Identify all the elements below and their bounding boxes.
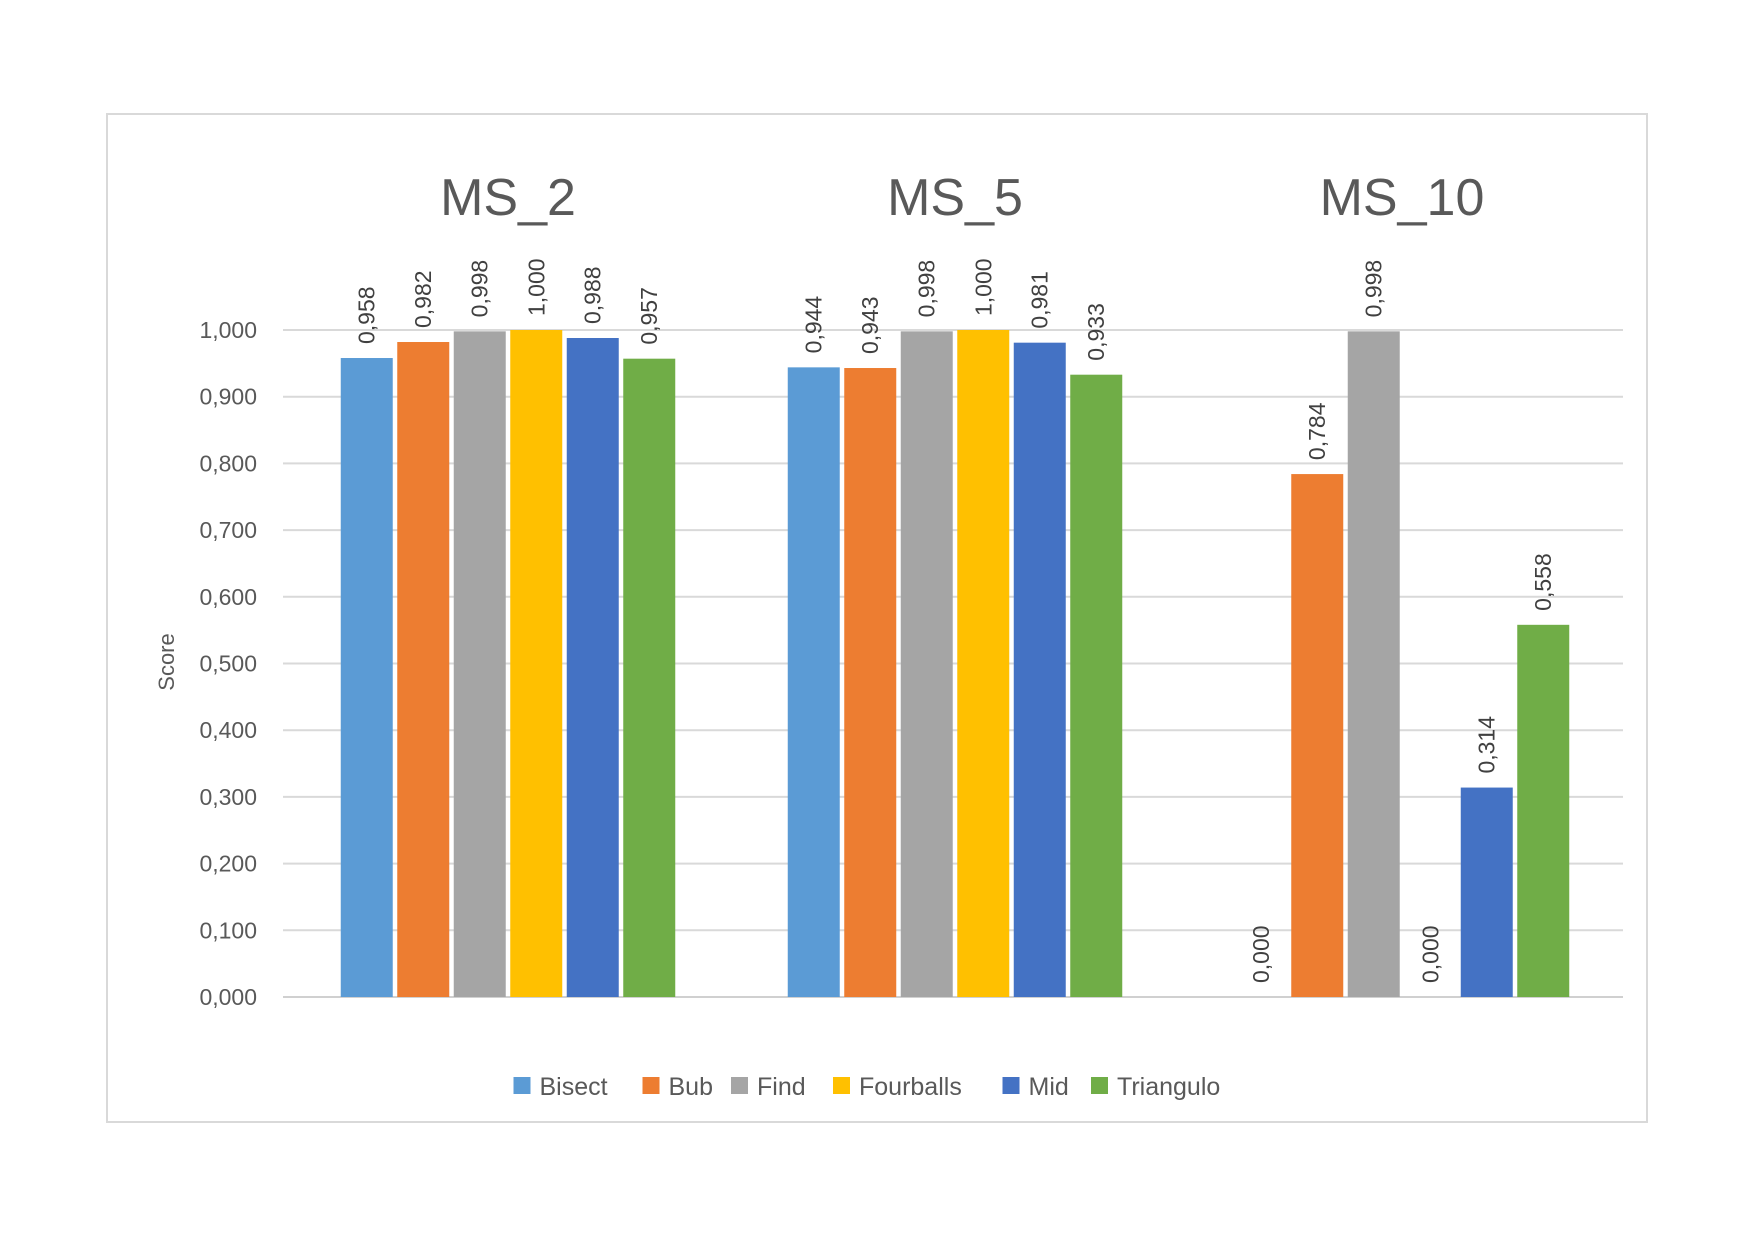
y-tick-label: 0,000 [199, 984, 257, 1010]
data-label: 0,558 [1530, 553, 1556, 611]
legend-item: Bisect [513, 1073, 608, 1101]
bars [340, 330, 1570, 998]
bar [397, 342, 450, 998]
y-tick-label: 0,700 [199, 517, 257, 543]
legend-item: Triangulo [1091, 1073, 1220, 1101]
bar [453, 331, 506, 998]
bar [1013, 342, 1066, 998]
legend-label: Bisect [540, 1073, 608, 1101]
legend-item: Fourballs [833, 1073, 962, 1101]
y-axis-title: Score [154, 633, 179, 690]
bar [957, 330, 1010, 997]
group-title: MS_10 [1320, 169, 1485, 227]
data-label: 0,933 [1083, 303, 1109, 361]
y-tick-label: 1,000 [199, 317, 257, 343]
data-label: 0,784 [1304, 402, 1330, 460]
bar [1070, 374, 1123, 998]
data-label: 0,998 [1361, 260, 1387, 318]
data-label: 1,000 [970, 258, 996, 316]
data-label: 0,000 [1417, 925, 1443, 983]
legend-swatch [513, 1077, 531, 1094]
data-label: 0,957 [636, 287, 662, 345]
data-label: 0,982 [410, 270, 436, 328]
bar [787, 367, 840, 997]
bar [1460, 787, 1513, 997]
legend-label: Mid [1029, 1073, 1069, 1101]
data-label: 0,958 [354, 286, 380, 344]
y-tick-label: 0,900 [199, 384, 257, 410]
legend-swatch [1002, 1077, 1020, 1094]
legend-item: Bub [642, 1073, 713, 1101]
legend-swatch [833, 1077, 850, 1094]
legend-label: Triangulo [1117, 1073, 1220, 1101]
data-labels: 0,958 0,982 0,998 1,000 0,988 0,957 0,944 0,943… [354, 258, 1557, 983]
data-label: 0,998 [467, 260, 493, 318]
y-tick-label: 0,400 [199, 717, 257, 743]
data-label: 0,943 [857, 296, 883, 354]
legend-swatch [1091, 1077, 1108, 1094]
bar [844, 368, 897, 997]
y-tick-label: 0,100 [199, 917, 257, 943]
legend-label: Fourballs [859, 1073, 962, 1101]
bar [1347, 331, 1400, 998]
y-tick-label: 0,200 [199, 851, 257, 877]
legend: Bisect Bub Find Fourballs Mid Triangulo [513, 1073, 1220, 1101]
data-label: 1,000 [523, 258, 549, 316]
data-label: 0,000 [1248, 925, 1274, 983]
legend-swatch [642, 1077, 660, 1094]
legend-swatch [731, 1077, 748, 1094]
bar [900, 331, 953, 998]
y-tick-label: 0,500 [199, 651, 257, 677]
data-label: 0,988 [580, 266, 606, 324]
group-title: MS_5 [887, 169, 1023, 227]
bar [1517, 624, 1570, 997]
legend-label: Bub [669, 1073, 713, 1101]
legend-item: Mid [1002, 1073, 1069, 1101]
bar [1291, 474, 1344, 997]
group-title: MS_2 [440, 169, 576, 227]
bar [340, 358, 393, 997]
bar [623, 358, 676, 997]
y-tick-label: 0,300 [199, 784, 257, 810]
y-axis-ticks: 0,000 0,100 0,200 0,300 0,400 0,500 0,600 0,700… [199, 317, 257, 1010]
bar [566, 338, 619, 997]
data-label: 0,998 [914, 260, 940, 318]
data-label: 0,944 [801, 296, 827, 354]
bar [510, 330, 563, 997]
group-titles: MS_2 MS_5 MS_10 [440, 169, 1484, 227]
y-tick-label: 0,600 [199, 584, 257, 610]
legend-label: Find [757, 1073, 806, 1101]
legend-item: Find [731, 1073, 806, 1101]
y-tick-label: 0,800 [199, 450, 257, 476]
data-label: 0,981 [1027, 271, 1053, 329]
data-label: 0,314 [1474, 716, 1500, 774]
